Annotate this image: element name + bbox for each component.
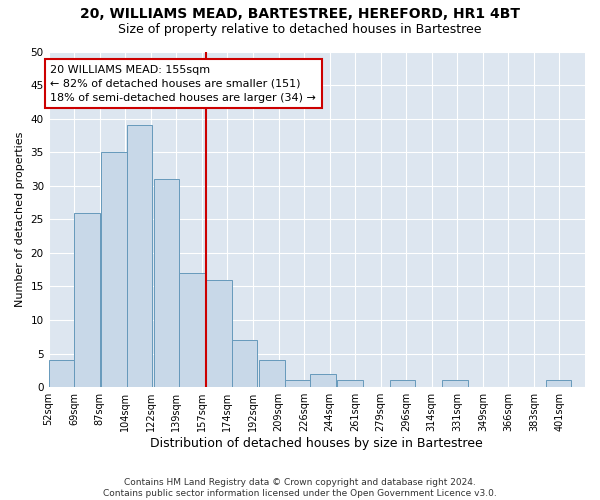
- Bar: [284, 380, 310, 387]
- Bar: [74, 212, 100, 387]
- Bar: [206, 280, 232, 387]
- Text: 20 WILLIAMS MEAD: 155sqm
← 82% of detached houses are smaller (151)
18% of semi-: 20 WILLIAMS MEAD: 155sqm ← 82% of detach…: [50, 65, 316, 103]
- Text: 20, WILLIAMS MEAD, BARTESTREE, HEREFORD, HR1 4BT: 20, WILLIAMS MEAD, BARTESTREE, HEREFORD,…: [80, 8, 520, 22]
- Bar: [101, 152, 127, 387]
- Bar: [49, 360, 74, 387]
- Bar: [310, 374, 335, 387]
- Bar: [259, 360, 284, 387]
- Bar: [442, 380, 468, 387]
- Bar: [546, 380, 571, 387]
- Bar: [179, 273, 205, 387]
- Text: Contains HM Land Registry data © Crown copyright and database right 2024.
Contai: Contains HM Land Registry data © Crown c…: [103, 478, 497, 498]
- Bar: [337, 380, 362, 387]
- X-axis label: Distribution of detached houses by size in Bartestree: Distribution of detached houses by size …: [151, 437, 483, 450]
- Bar: [127, 126, 152, 387]
- Bar: [232, 340, 257, 387]
- Y-axis label: Number of detached properties: Number of detached properties: [15, 132, 25, 307]
- Text: Size of property relative to detached houses in Bartestree: Size of property relative to detached ho…: [118, 22, 482, 36]
- Bar: [389, 380, 415, 387]
- Bar: [154, 179, 179, 387]
